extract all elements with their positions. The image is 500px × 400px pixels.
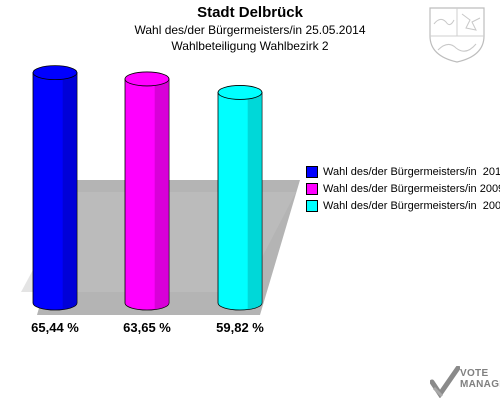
bar-shade-2004 xyxy=(247,92,262,310)
chart-title: Stadt Delbrück xyxy=(197,4,303,21)
chart-subtitle: Wahl des/der Bürgermeisters/in 25.05.201… xyxy=(134,23,366,37)
bar-top-2009 xyxy=(124,71,170,87)
bar-2004 xyxy=(217,85,263,311)
legend-item-2004: Wahl des/der Bürgermeisters/in 2004 xyxy=(306,197,500,214)
bar-top-2004 xyxy=(217,85,263,100)
vote-manager-logo-icon xyxy=(430,366,460,398)
bar-shade-2014 xyxy=(62,72,77,310)
vote-manager-logo: VOTE MANAGER xyxy=(460,368,500,390)
legend-item-2009: Wahl des/der Bürgermeisters/in 2009 xyxy=(306,180,500,197)
legend-item-2014: Wahl des/der Bürgermeisters/in 2014 xyxy=(306,163,500,180)
nrw-crest-icon xyxy=(429,7,485,63)
vote-manager-logo-line1: VOTE xyxy=(460,368,489,379)
bar-2014 xyxy=(32,65,78,311)
legend: Wahl des/der Bürgermeisters/in 2014 Wahl… xyxy=(306,163,500,214)
bar-value-label-2004: 59,82 % xyxy=(216,320,264,335)
bar-2009 xyxy=(124,71,170,311)
legend-label-2004: Wahl des/der Bürgermeisters/in 2004 xyxy=(323,199,500,212)
legend-swatch-2014 xyxy=(306,165,318,178)
bar-shade-2009 xyxy=(154,78,169,310)
legend-swatch-2009 xyxy=(306,182,318,195)
legend-label-2009: Wahl des/der Bürgermeisters/in 2009 xyxy=(323,182,500,195)
bar-chart: 65,44 % 63,65 % 59,82 % xyxy=(21,65,300,335)
bar-value-label-2014: 65,44 % xyxy=(31,320,79,335)
vote-manager-logo-line2: MANAGER xyxy=(460,379,500,390)
bar-top-2014 xyxy=(32,65,78,81)
legend-label-2014: Wahl des/der Bürgermeisters/in 2014 xyxy=(323,165,500,178)
chart-subtitle-2: Wahlbeteiligung Wahlbezirk 2 xyxy=(171,39,329,53)
bar-value-label-2009: 63,65 % xyxy=(123,320,171,335)
legend-swatch-2004 xyxy=(306,199,318,212)
